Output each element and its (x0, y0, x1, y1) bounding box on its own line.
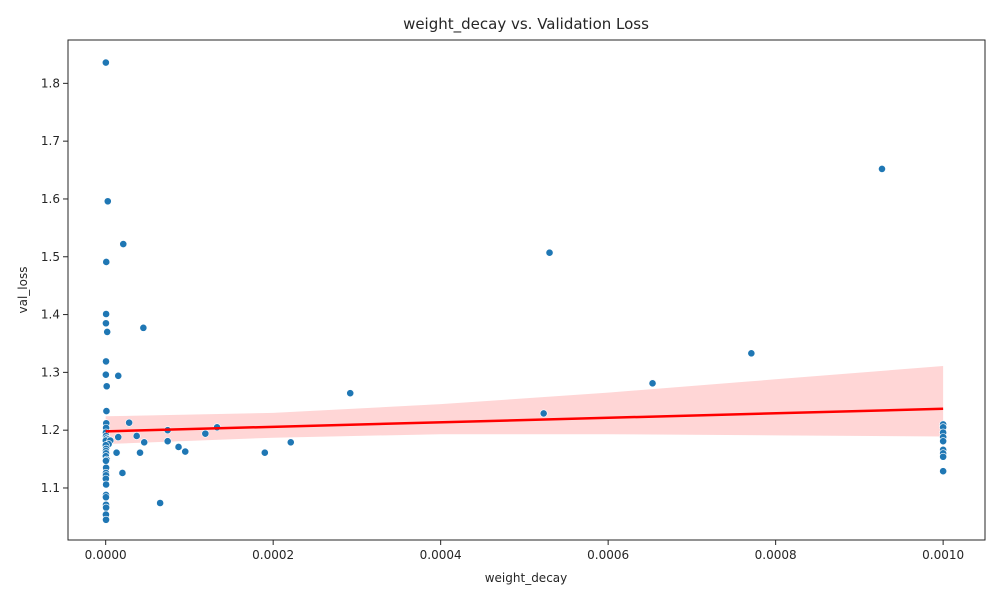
y-tick-label: 1.6 (41, 192, 60, 206)
scatter-point (102, 515, 110, 524)
scatter-point (102, 503, 110, 512)
scatter-point (101, 58, 110, 67)
y-axis-title: val_loss (16, 267, 30, 314)
scatter-point (939, 437, 948, 446)
scatter-point (539, 409, 548, 418)
scatter-point (102, 357, 110, 366)
y-tick-label: 1.3 (41, 365, 60, 379)
scatter-point (163, 437, 172, 446)
scatter-point (132, 432, 141, 440)
scatter-point (102, 493, 110, 502)
x-tick-label: 0.0004 (420, 548, 462, 562)
scatter-point (112, 448, 121, 457)
scatter-point (648, 379, 657, 388)
scatter-point (103, 328, 112, 336)
scatter-point (118, 469, 127, 477)
scatter-point (156, 499, 165, 507)
scatter-point (174, 443, 183, 451)
scatter-point (102, 258, 111, 266)
x-tick-label: 0.0002 (252, 548, 294, 562)
x-axis: 0.0000 0.0002 0.0004 0.0006 0.0008 0.0010 (85, 540, 964, 562)
scatter-point (102, 382, 111, 391)
scatter-point (102, 480, 110, 489)
scatter-point (939, 467, 948, 476)
scatter-point (181, 447, 190, 456)
y-tick-label: 1.8 (41, 76, 60, 90)
scatter-point (102, 319, 110, 328)
confidence-band (105, 366, 944, 445)
scatter-point (119, 240, 128, 248)
scatter-point (125, 418, 134, 427)
scatter-point (102, 456, 110, 465)
scatter-point (103, 197, 112, 206)
scatter-point (102, 310, 110, 318)
chart-title: weight_decay vs. Validation Loss (403, 15, 649, 34)
axes-frame (67, 39, 986, 541)
scatter-point (114, 371, 123, 380)
scatter-point (102, 407, 111, 415)
scatter-points (101, 58, 948, 524)
x-tick-label: 0.0006 (587, 548, 629, 562)
x-tick-label: 0.0010 (922, 548, 964, 562)
scatter-point (286, 438, 295, 447)
scatter-point (101, 370, 110, 379)
y-tick-label: 1.1 (41, 481, 60, 495)
scatter-point (545, 248, 554, 257)
plot-area (101, 58, 948, 524)
y-tick-label: 1.4 (41, 308, 60, 322)
scatter-point (201, 429, 210, 438)
scatter-point (346, 389, 355, 398)
y-tick-label: 1.7 (41, 134, 60, 148)
y-axis: 1.1 1.2 1.3 1.4 1.5 1.6 1.7 1.8 (41, 76, 68, 495)
y-tick-label: 1.2 (41, 423, 60, 437)
scatter-point (260, 448, 269, 457)
scatter-point (878, 164, 886, 173)
scatter-point (939, 452, 948, 461)
x-axis-title: weight_decay (485, 571, 568, 585)
scatter-point (136, 448, 144, 457)
scatter-point (139, 323, 148, 332)
y-tick-label: 1.5 (41, 250, 60, 264)
scatter-point (747, 349, 756, 358)
x-tick-label: 0.0000 (85, 548, 127, 562)
scatter-point (140, 438, 149, 447)
x-tick-label: 0.0008 (755, 548, 797, 562)
regression-line (105, 407, 944, 433)
scatter-point (114, 433, 123, 442)
